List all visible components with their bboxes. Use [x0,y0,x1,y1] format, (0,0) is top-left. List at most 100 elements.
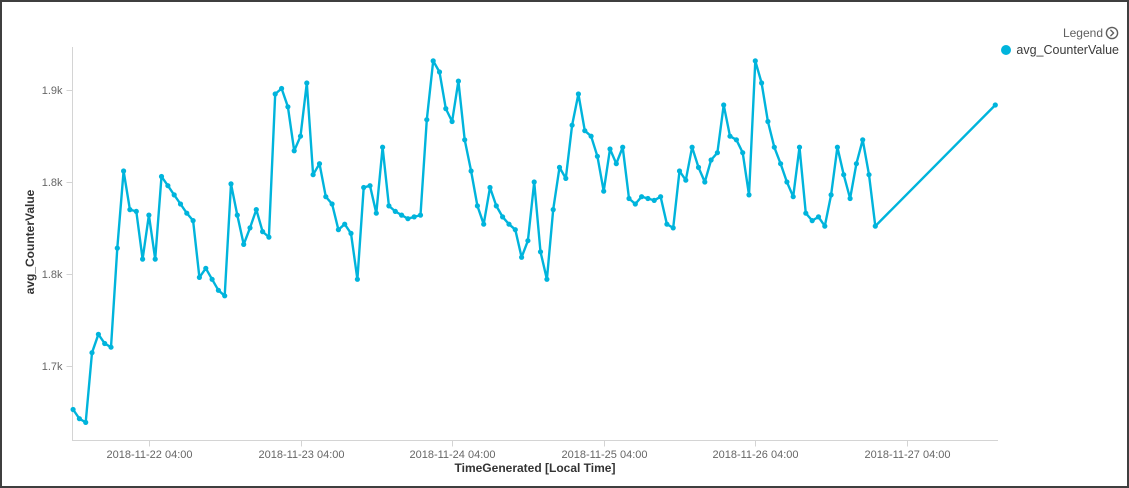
data-point[interactable] [847,195,853,202]
data-point[interactable] [367,183,373,189]
data-point[interactable] [70,406,76,413]
data-point[interactable] [392,208,398,214]
series-avg_CounterValue[interactable] [70,58,998,425]
data-point[interactable] [121,168,127,174]
data-point[interactable] [664,221,670,227]
data-point[interactable] [683,177,689,183]
data-point[interactable] [222,293,228,299]
legend-item-avg-countervalue[interactable]: avg_CounterValue [1001,43,1119,57]
data-point[interactable] [834,144,841,150]
data-point[interactable] [253,207,259,213]
data-point[interactable] [531,179,537,185]
data-point[interactable] [658,194,664,200]
data-point[interactable] [209,276,215,282]
data-point[interactable] [424,117,430,123]
data-point[interactable] [76,416,82,422]
data-point[interactable] [493,203,499,209]
data-point[interactable] [127,207,133,213]
data-point[interactable] [386,203,392,209]
data-point[interactable] [639,194,645,200]
data-point[interactable] [443,106,449,112]
data-point[interactable] [83,419,89,425]
data-point[interactable] [247,225,253,231]
data-point[interactable] [158,173,165,180]
data-point[interactable] [601,188,607,194]
data-point[interactable] [304,80,310,86]
data-point[interactable] [228,181,234,187]
data-point[interactable] [771,144,777,150]
legend-header[interactable]: Legend [1001,26,1119,40]
data-point[interactable] [727,133,733,139]
data-point[interactable] [853,161,860,167]
data-point[interactable] [544,276,550,282]
data-point[interactable] [537,249,544,255]
data-point[interactable] [417,212,424,218]
data-point[interactable] [140,256,146,262]
data-point[interactable] [481,221,487,227]
data-point[interactable] [316,161,323,167]
data-point[interactable] [809,218,815,224]
data-point[interactable] [607,146,613,152]
data-point[interactable] [556,164,563,170]
data-point[interactable] [335,227,341,233]
data-point[interactable] [436,69,443,75]
data-point[interactable] [822,223,828,229]
data-point[interactable] [272,91,278,97]
data-point[interactable] [348,230,354,236]
data-point[interactable] [765,118,771,125]
data-point[interactable] [759,80,765,86]
data-point[interactable] [582,128,588,134]
data-point[interactable] [569,122,575,128]
data-point[interactable] [146,212,152,218]
data-point[interactable] [733,137,740,143]
data-point[interactable] [102,340,108,347]
data-point[interactable] [613,161,619,167]
data-point[interactable] [455,78,461,84]
data-point[interactable] [645,195,651,202]
data-point[interactable] [721,102,727,108]
data-point[interactable] [563,175,569,181]
data-point[interactable] [487,184,493,191]
data-point[interactable] [449,118,455,125]
data-point[interactable] [620,144,626,150]
data-point[interactable] [828,192,834,198]
data-point[interactable] [196,274,202,280]
data-point[interactable] [815,214,822,220]
data-point[interactable] [108,344,114,350]
data-point[interactable] [670,225,676,231]
data-point[interactable] [430,58,436,64]
data-point[interactable] [752,58,758,64]
data-point[interactable] [152,256,158,262]
data-point[interactable] [291,148,297,154]
data-point[interactable] [790,194,796,200]
data-point[interactable] [184,210,190,216]
data-point[interactable] [746,192,752,198]
data-point[interactable] [676,168,683,174]
data-point[interactable] [796,144,803,150]
data-point[interactable] [165,183,171,189]
data-point[interactable] [171,192,177,198]
data-point[interactable] [380,144,386,150]
data-point[interactable] [803,210,809,216]
data-point[interactable] [500,214,506,220]
data-point[interactable] [512,227,518,233]
data-point[interactable] [266,234,272,240]
data-point[interactable] [708,157,714,163]
data-point[interactable] [468,168,474,174]
data-point[interactable] [519,254,525,260]
data-point[interactable] [241,241,247,247]
data-point[interactable] [399,212,405,218]
data-point[interactable] [310,172,316,178]
data-point[interactable] [778,161,784,167]
data-point[interactable] [342,221,348,227]
data-point[interactable] [575,91,582,97]
data-point[interactable] [860,137,866,143]
data-point[interactable] [594,153,601,159]
data-point[interactable] [203,265,209,271]
data-point[interactable] [354,276,360,282]
data-point[interactable] [95,331,101,337]
data-point[interactable] [373,210,379,216]
data-point[interactable] [525,238,531,244]
series-line[interactable] [71,59,997,424]
data-point[interactable] [215,287,221,293]
